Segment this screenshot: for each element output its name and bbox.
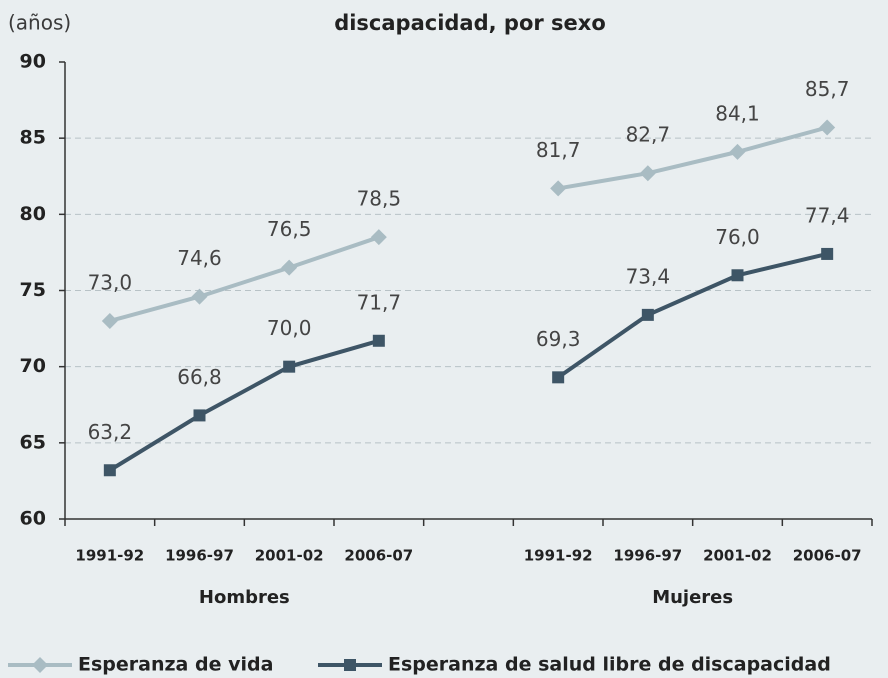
y-tick-label: 75	[20, 279, 46, 301]
point-marker	[550, 180, 567, 197]
x-tick-label: 1991-92	[75, 547, 144, 565]
x-tick-label: 2001-02	[255, 547, 324, 565]
data-label: 77,4	[805, 203, 850, 227]
point-marker	[821, 247, 834, 260]
series-line	[108, 251, 828, 472]
data-label: 63,2	[88, 420, 133, 444]
x-tick-label: 2001-02	[703, 547, 772, 565]
point-marker	[370, 229, 387, 246]
point-marker	[552, 371, 565, 384]
x-tick-label: 2006-07	[344, 547, 413, 565]
y-tick-label: 90	[20, 51, 46, 73]
data-label: 71,7	[357, 290, 402, 314]
point-marker	[819, 119, 836, 136]
data-label: 70,0	[267, 316, 312, 340]
data-label: 78,5	[357, 187, 402, 211]
point-marker	[729, 143, 746, 160]
x-tick-label: 1996-97	[165, 547, 234, 565]
point-marker	[641, 308, 654, 321]
y-unit-label: (años)	[8, 11, 71, 35]
point-marker	[372, 334, 385, 347]
data-label: 73,4	[626, 264, 671, 288]
point-marker	[32, 657, 48, 673]
x-group-label: Mujeres	[652, 587, 733, 608]
data-label: 85,7	[805, 77, 850, 101]
data-label: 82,7	[626, 123, 671, 147]
chart-title: discapacidad, por sexo	[334, 11, 606, 35]
x-group-label: Hombres	[199, 587, 290, 608]
point-marker	[639, 165, 656, 182]
y-tick-label: 60	[20, 508, 46, 530]
data-label: 84,1	[715, 101, 760, 125]
y-tick-label: 80	[20, 203, 46, 225]
point-marker	[101, 312, 118, 329]
point-marker	[283, 360, 296, 373]
point-marker	[344, 659, 356, 671]
data-label: 81,7	[536, 138, 581, 162]
data-label: 74,6	[177, 246, 222, 270]
y-tick-label: 65	[20, 431, 46, 453]
data-label: 76,5	[267, 217, 312, 241]
data-label: 69,3	[536, 327, 581, 351]
point-marker	[103, 464, 116, 477]
x-tick-label: 2006-07	[793, 547, 862, 565]
legend-label: Esperanza de salud libre de discapacidad	[388, 654, 831, 676]
data-label: 66,8	[177, 365, 222, 389]
point-marker	[731, 269, 744, 282]
x-tick-label: 1996-97	[613, 547, 682, 565]
legend-label: Esperanza de vida	[78, 654, 273, 676]
y-tick-label: 70	[20, 355, 46, 377]
x-tick-label: 1991-92	[524, 547, 593, 565]
point-marker	[193, 409, 206, 422]
data-label: 73,0	[88, 270, 133, 294]
point-marker	[191, 288, 208, 305]
point-marker	[281, 259, 298, 276]
y-tick-label: 85	[20, 127, 46, 149]
series-line	[109, 125, 828, 323]
data-label: 76,0	[715, 225, 760, 249]
